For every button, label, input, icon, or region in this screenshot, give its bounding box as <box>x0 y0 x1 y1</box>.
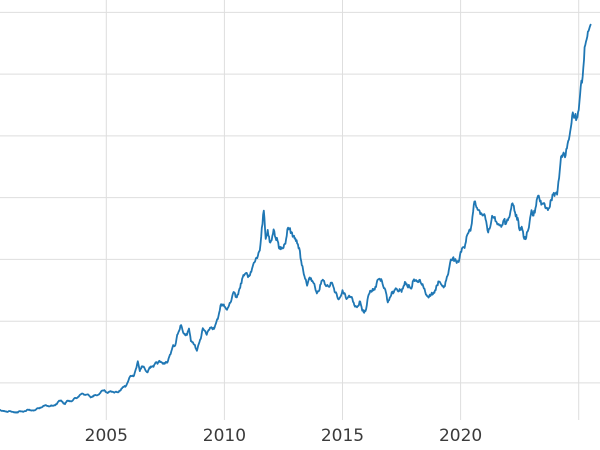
x-tick-label: 2020 <box>439 426 482 446</box>
x-tick-label: 2010 <box>203 426 246 446</box>
x-tick-label: 2005 <box>85 426 128 446</box>
x-axis-labels: 2005 2010 2015 2020 <box>85 426 483 446</box>
x-tick-label: 2015 <box>321 426 364 446</box>
price-line <box>0 23 592 414</box>
grid <box>0 0 600 420</box>
